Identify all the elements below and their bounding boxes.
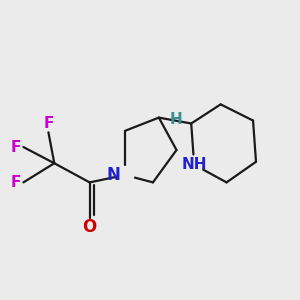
Text: O: O xyxy=(82,218,97,236)
Text: H: H xyxy=(169,112,182,127)
Text: F: F xyxy=(11,140,21,154)
Text: F: F xyxy=(43,116,54,131)
Text: NH: NH xyxy=(182,157,207,172)
Text: F: F xyxy=(11,175,21,190)
Text: N: N xyxy=(107,166,121,184)
